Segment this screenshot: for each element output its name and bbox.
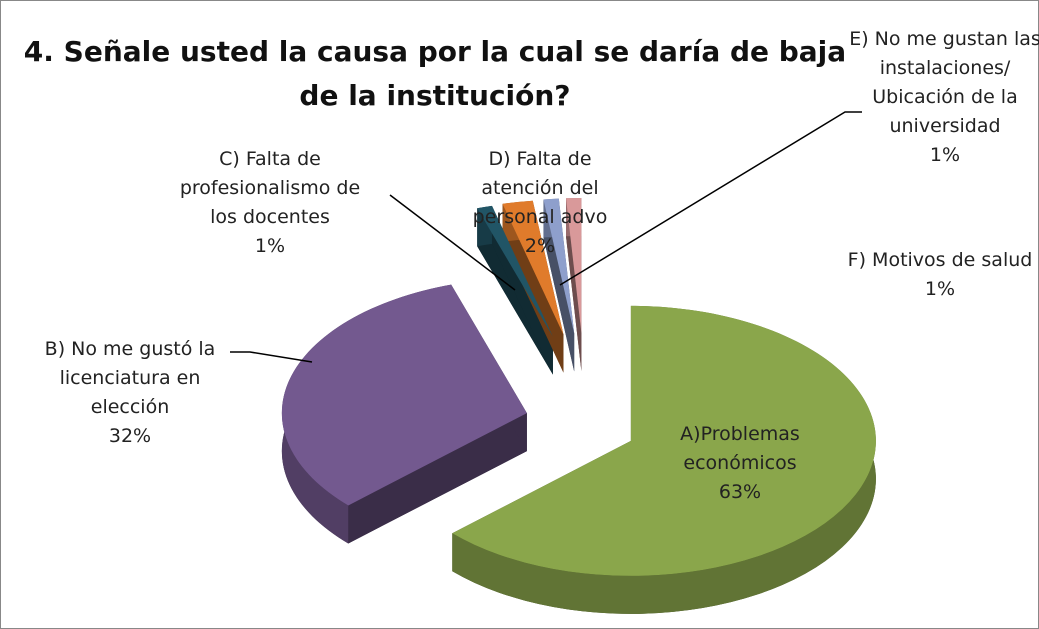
leader-line	[559, 111, 862, 286]
value-label: 1%	[254, 235, 286, 257]
slice	[502, 200, 564, 335]
data-label: E) No me gustan las instalaciones/ Ubica…	[845, 25, 1039, 170]
data-label: B) No me gustó la licenciatura en elecci…	[25, 335, 235, 451]
category-label: B) No me gustó la licenciatura en elecci…	[44, 338, 216, 418]
slice	[452, 305, 876, 576]
leader-line	[389, 194, 516, 291]
chart-title: 4. Señale usted la causa por la cual se …	[23, 35, 847, 112]
slice	[543, 198, 575, 334]
slice	[566, 198, 582, 334]
slice	[477, 205, 553, 337]
slice-side	[452, 305, 876, 614]
leader-line	[230, 351, 313, 363]
category-label: A)Problemas económicos	[680, 423, 800, 474]
slice-wall	[566, 198, 582, 372]
slice	[281, 284, 527, 506]
value-label: 63%	[718, 481, 762, 503]
value-label: 1%	[929, 144, 961, 166]
slice-wall	[543, 199, 575, 372]
data-label: F) Motivos de salud 1%	[840, 246, 1039, 304]
data-label: C) Falta de profesionalismo de los docen…	[170, 145, 370, 261]
value-label: 32%	[108, 425, 152, 447]
value-label: 1%	[924, 278, 956, 300]
data-label: A)Problemas económicos 63%	[640, 420, 840, 507]
value-label: 2%	[524, 235, 556, 257]
category-label: F) Motivos de salud	[847, 249, 1033, 271]
category-label: E) No me gustan las instalaciones/ Ubica…	[849, 28, 1039, 137]
slice-wall	[348, 413, 527, 544]
data-label: D) Falta de atención del personal advo 2%	[455, 145, 625, 261]
category-label: D) Falta de atención del personal advo	[472, 148, 608, 228]
slice-wall	[502, 203, 564, 373]
category-label: C) Falta de profesionalismo de los docen…	[179, 148, 361, 228]
